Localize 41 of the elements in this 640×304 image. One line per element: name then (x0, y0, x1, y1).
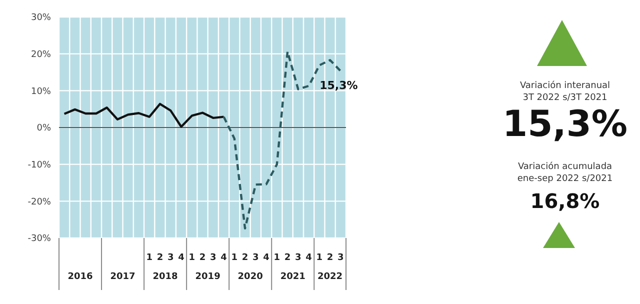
line-series (63, 102, 225, 128)
text: 3T 2022 s/3T 2021 (522, 93, 608, 103)
text: 2017 (109, 272, 136, 282)
x-tick-label: 2 (156, 253, 164, 263)
x-tick-label: 1 (146, 253, 152, 263)
y-tick-label: 30% (30, 13, 52, 24)
x-tick-label: 1 (231, 253, 238, 263)
text: Variación acumulada (518, 162, 612, 172)
text: 15,3% (502, 104, 628, 145)
x-tick-label: 4 (263, 253, 270, 263)
text: 2018 (152, 272, 179, 282)
y-tick-label: -30% (28, 234, 52, 244)
x-tick-label: 2 (242, 253, 248, 263)
y-tick-label: -20% (28, 197, 52, 208)
text: ene-sep 2022 s/2021 (517, 174, 613, 184)
x-tick-label: 2 (284, 253, 291, 263)
x-tick-label: 3 (338, 253, 344, 263)
y-tick-label: 10% (30, 86, 52, 97)
text: 16,8% (529, 189, 601, 213)
data-label: 15,3% (320, 79, 358, 92)
text: 2016 (66, 272, 94, 282)
x-tick-label: 2 (326, 253, 334, 263)
x-tick-label: 3 (167, 253, 174, 263)
y-tick-label: -10% (28, 160, 52, 171)
x-tick-label: 4 (178, 253, 184, 263)
x-tick-label: 1 (316, 253, 323, 263)
x-tick-label: 1 (188, 253, 196, 263)
text: 2020 (236, 272, 264, 282)
x-tick-label: 2 (199, 253, 206, 263)
text: 2021 (279, 272, 306, 282)
x-tick-label: 4 (220, 253, 227, 263)
y-tick-label: 0% (36, 124, 52, 134)
text: 2022 (316, 272, 344, 282)
x-tick-label: 4 (306, 253, 312, 263)
x-tick-label: 3 (210, 253, 216, 263)
x-tick-label: 1 (274, 253, 280, 263)
x-tick-label: 3 (295, 253, 302, 263)
x-tick-label: 3 (252, 253, 259, 263)
y-tick-label: 20% (30, 50, 52, 60)
text: Variación interanual (520, 81, 610, 91)
text: 2019 (194, 272, 222, 282)
